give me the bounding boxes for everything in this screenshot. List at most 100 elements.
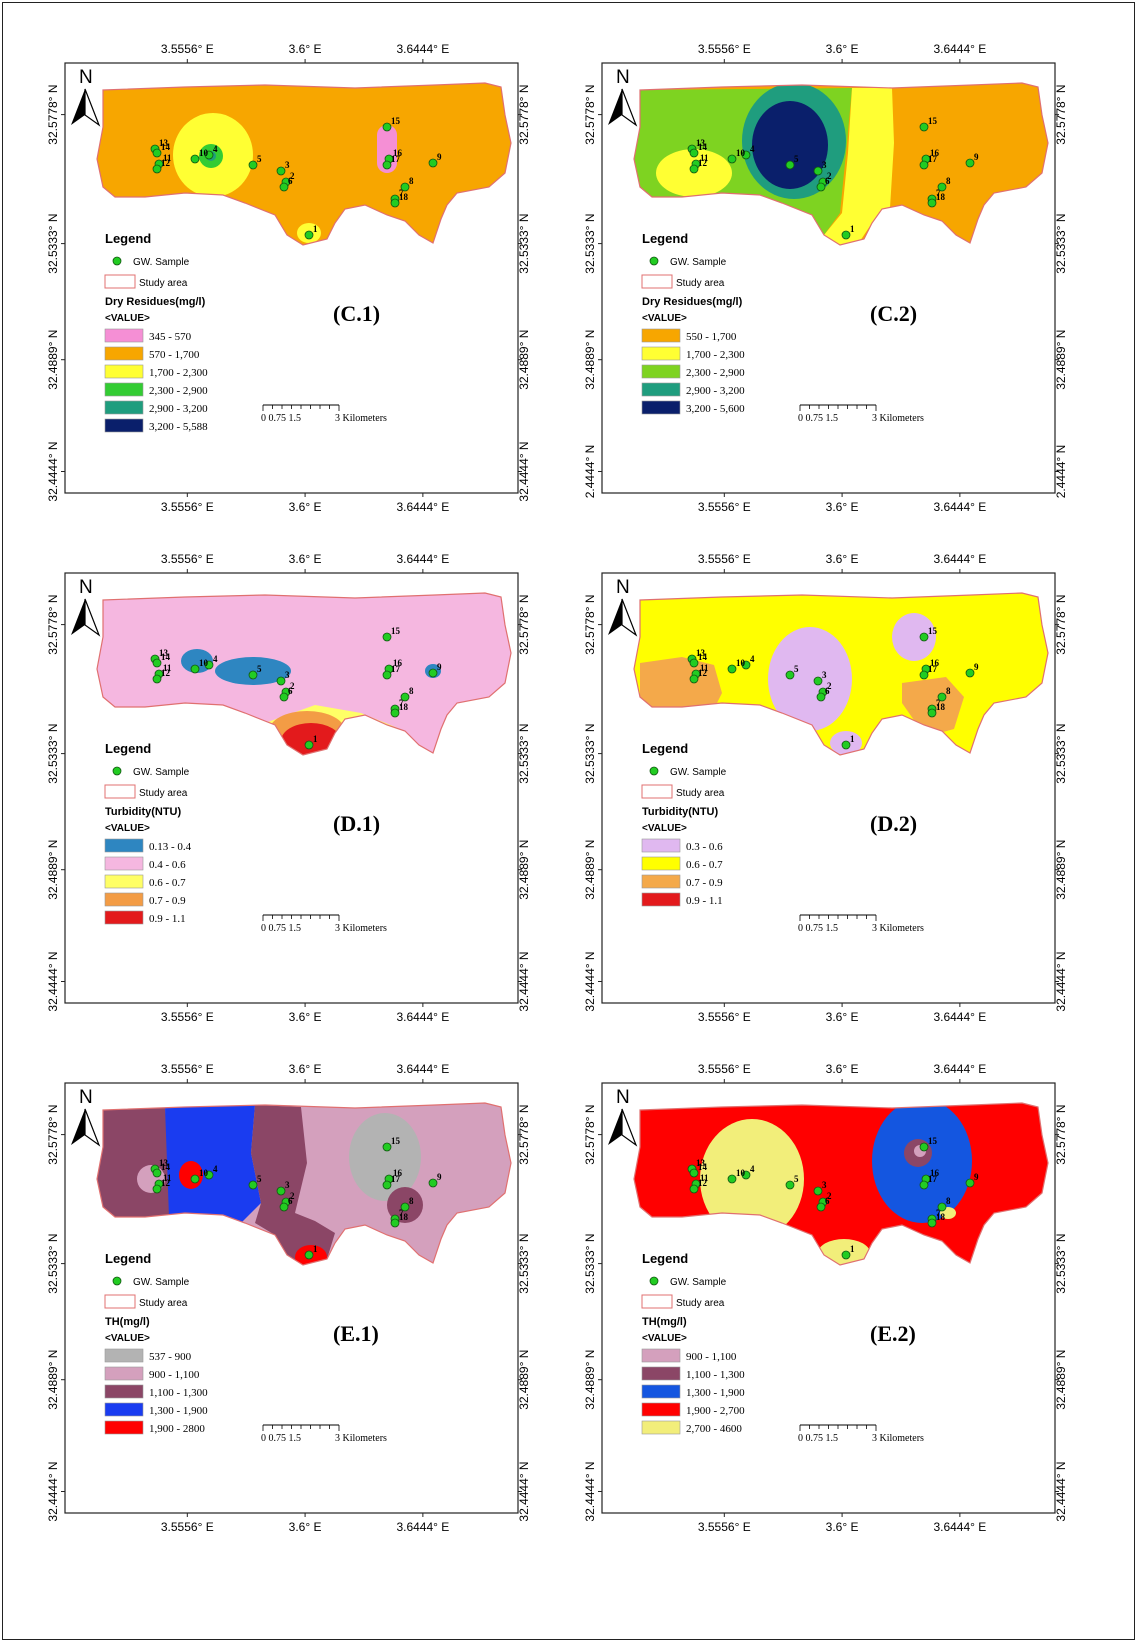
- sample-number-label: 9: [437, 152, 442, 162]
- gw-sample-point: [304, 1250, 314, 1260]
- gw-sample-point: [741, 150, 751, 160]
- legend-class-swatch: [641, 856, 681, 871]
- longitude-label-top: 3.5556° E: [161, 42, 214, 56]
- sample-number-label: 14: [161, 652, 171, 662]
- zone-0.3 - 0.6: [768, 627, 852, 731]
- sample-number-label: 9: [974, 662, 979, 672]
- gw-sample-point: [919, 670, 929, 680]
- legend-class-label: 345 - 570: [149, 331, 192, 343]
- sample-number-label: 1: [313, 224, 318, 234]
- sample-number-label: 10: [736, 1168, 746, 1178]
- legend-area-swatch: [641, 784, 673, 799]
- sample-number-label: 16: [930, 148, 940, 158]
- gw-sample-point: [841, 740, 851, 750]
- legend-class-swatch: [641, 838, 681, 853]
- panel-label: (D.2): [870, 811, 917, 836]
- legend-class-label: 900 - 1,100: [149, 1369, 200, 1381]
- map-panel-e-1: 3.5556° E 3.6° E 3.6444° E 3.5556° E 3.6° E 3…: [33, 1045, 573, 1545]
- north-label: N: [79, 67, 93, 88]
- gw-sample-point: [689, 1168, 699, 1178]
- scale-unit-label: 3 Kilometers: [872, 1433, 924, 1444]
- sample-number-label: 16: [393, 1168, 403, 1178]
- latitude-label-right: 32.4889° N: [517, 840, 531, 900]
- zone-3,200 - 5,600: [752, 101, 828, 189]
- legend-class-swatch: [104, 382, 144, 397]
- latitude-label-left: 32.4889° N: [46, 1350, 60, 1410]
- study-area-outline: [633, 1102, 1049, 1266]
- sample-number-label: 13: [159, 1158, 169, 1168]
- legend-area-label: Study area: [139, 788, 188, 799]
- study-area-outline: [633, 82, 1049, 246]
- gw-sample-point: [428, 668, 438, 678]
- scale-ticks-label: 0 0.75 1.5: [798, 1433, 838, 1444]
- gw-sample-point: [785, 160, 795, 170]
- sample-number-label: 8: [946, 1196, 951, 1206]
- legend-class-swatch: [641, 346, 681, 361]
- latitude-label-left: 32.4889° N: [583, 840, 597, 900]
- scale-bar: 0 0.75 1.5 3 Kilometers: [798, 914, 924, 934]
- latitude-label-left: 32.4444° N: [583, 1461, 597, 1521]
- sample-number-label: 9: [974, 152, 979, 162]
- sample-number-label: 4: [750, 144, 755, 154]
- latitude-label-right: 32.5778° N: [1054, 595, 1068, 655]
- legend-class-label: 0.9 - 1.1: [149, 913, 186, 925]
- legend-area-label: Study area: [676, 278, 725, 289]
- sample-number-label: 11: [163, 1173, 172, 1183]
- gw-sample-point: [152, 1168, 162, 1178]
- legend-class-swatch: [641, 382, 681, 397]
- map-panel-e-2: 3.5556° E 3.6° E 3.6444° E 3.5556° E 3.6° E 3…: [570, 1045, 1110, 1545]
- gw-sample-point: [279, 692, 289, 702]
- latitude-label-right: 32.4444° N: [517, 951, 531, 1011]
- latitude-label-right: 32.4444° N: [1054, 1461, 1068, 1521]
- legend-class-swatch: [641, 1366, 681, 1381]
- gw-sample-point: [689, 164, 699, 174]
- sample-number-label: 18: [399, 1212, 409, 1222]
- sample-number-label: 13: [696, 138, 706, 148]
- north-label: N: [79, 577, 93, 598]
- latitude-label-right: 32.5778° N: [1054, 1105, 1068, 1165]
- study-area-outline: [96, 592, 512, 756]
- latitude-label-left: 32.5778° N: [46, 85, 60, 145]
- longitude-label-bottom: 3.5556° E: [161, 1010, 214, 1024]
- legend-class-label: 0.3 - 0.6: [686, 841, 723, 853]
- sample-number-label: 3: [822, 160, 827, 170]
- legend-value-header: <VALUE>: [105, 313, 150, 324]
- gw-sample-point: [927, 198, 937, 208]
- longitude-label-top: 3.6° E: [289, 552, 322, 566]
- sample-number-label: 6: [825, 1196, 830, 1206]
- sample-number-label: 1: [313, 734, 318, 744]
- legend-area-label: Study area: [676, 788, 725, 799]
- latitude-label-right: 32.4889° N: [517, 1350, 531, 1410]
- latitude-label-left: 32.5333° N: [46, 214, 60, 274]
- sample-number-label: 5: [257, 664, 262, 674]
- latitude-label-left: 32.5333° N: [46, 724, 60, 784]
- sample-number-label: 11: [163, 153, 172, 163]
- legend-class-swatch: [104, 1402, 144, 1417]
- gw-sample-point: [382, 1142, 392, 1152]
- longitude-label-top: 3.5556° E: [698, 42, 751, 56]
- legend-parameter-title: Dry Residues(mg/l): [642, 296, 743, 308]
- scale-bar: 0 0.75 1.5 3 Kilometers: [261, 1424, 387, 1444]
- legend-sample-label: GW. Sample: [670, 257, 727, 268]
- legend-class-label: 1,300 - 1,900: [686, 1387, 745, 1399]
- sample-number-label: 17: [928, 1174, 938, 1184]
- legend-area-swatch: [641, 274, 673, 289]
- gw-sample-point: [727, 1174, 737, 1184]
- legend-class-swatch: [104, 1366, 144, 1381]
- gw-sample-point: [190, 664, 200, 674]
- gw-sample-point: [152, 1184, 162, 1194]
- gw-sample-point: [279, 182, 289, 192]
- panel-label: (E.2): [870, 1321, 916, 1346]
- scale-ticks-label: 0 0.75 1.5: [261, 413, 301, 424]
- latitude-label-right: 32.4889° N: [1054, 840, 1068, 900]
- gw-sample-point: [727, 154, 737, 164]
- legend-class-swatch: [104, 892, 144, 907]
- scale-ticks-label: 0 0.75 1.5: [261, 1433, 301, 1444]
- latitude-label-right: 32.5333° N: [517, 1234, 531, 1294]
- sample-number-label: 6: [825, 176, 830, 186]
- map-panel-d-1: 3.5556° E 3.6° E 3.6444° E 3.5556° E 3.6° E 3…: [33, 535, 573, 1035]
- legend-sample-label: GW. Sample: [133, 767, 190, 778]
- gw-sample-point: [841, 1250, 851, 1260]
- latitude-label-right: 32.5333° N: [517, 214, 531, 274]
- sample-number-label: 18: [936, 192, 946, 202]
